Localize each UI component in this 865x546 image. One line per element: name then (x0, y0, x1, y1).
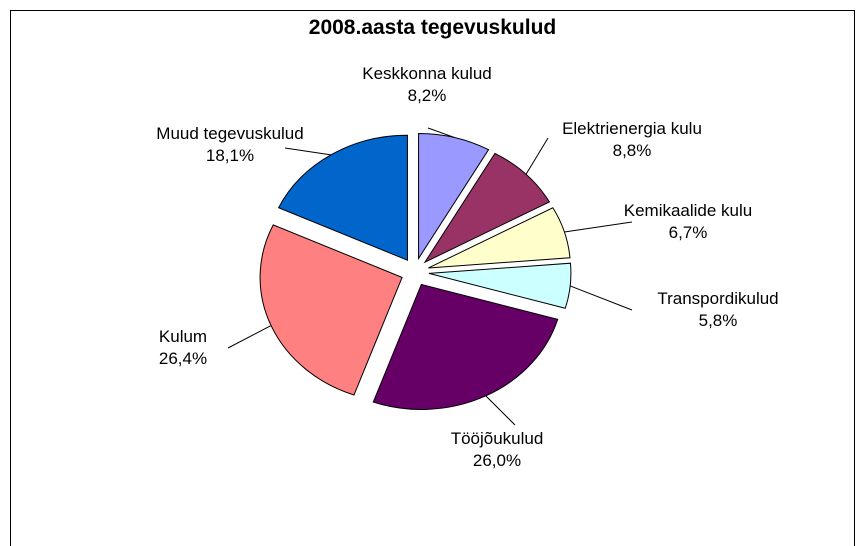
value-label: 8,2% (407, 86, 447, 105)
slice-label: Kulum 26,4% (108, 326, 258, 370)
value-label: 18,1% (205, 146, 255, 165)
value-label: 26,4% (158, 349, 208, 368)
leader-line (227, 325, 272, 349)
leader-line (564, 221, 633, 233)
pie-slice (259, 224, 403, 396)
slice-label: Transpordikulud 5,8% (643, 288, 793, 332)
leader-line (570, 285, 633, 311)
value-label: 8,8% (612, 141, 652, 160)
value-label: 26,0% (472, 451, 522, 470)
slice-label: Elektrienergia kulu 8,8% (557, 118, 707, 162)
leader-line (427, 127, 455, 139)
slice-label: Muud tegevuskulud 18,1% (155, 123, 305, 167)
chart-frame (10, 10, 855, 546)
chart-title: 2008.aasta tegevuskulud (308, 16, 557, 39)
slice-label: Tööjõukulud 26,0% (422, 428, 572, 472)
pie-slice (277, 134, 408, 261)
value-label: 6,7% (668, 223, 708, 242)
pie-slice (418, 132, 490, 261)
slice-label: Keskkonna kulud 8,2% (352, 63, 502, 107)
value-label: 5,8% (698, 311, 738, 330)
category-label: Keskkonna kulud (362, 64, 492, 83)
slice-label: Kemikaalide kulu 6,7% (613, 200, 763, 244)
leader-line (284, 147, 332, 156)
category-label: Kemikaalide kulu (623, 201, 753, 220)
leader-line (485, 395, 516, 426)
pie-slice (428, 207, 571, 269)
leader-line (525, 137, 549, 175)
category-label: Transpordikulud (657, 289, 779, 308)
category-label: Kulum (158, 327, 208, 346)
pie-slice (423, 152, 551, 264)
category-label: Tööjõukulud (450, 429, 544, 448)
category-label: Muud tegevuskulud (156, 124, 304, 143)
category-label: Elektrienergia kulu (562, 119, 702, 138)
